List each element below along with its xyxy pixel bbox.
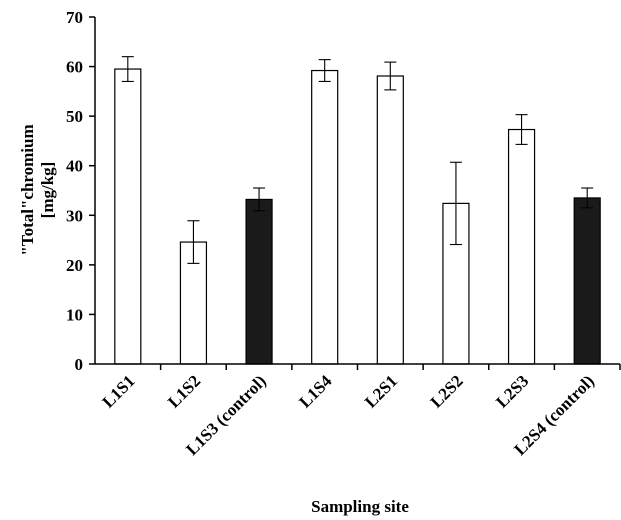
y-tick-label-0: 0 [75,355,84,374]
bar-L1S1 [114,68,142,365]
error-bar-L1S3 (control) [253,187,266,212]
y-tick-label-70: 70 [66,8,83,27]
y-axis-title-line2: [mg/kg] [38,162,57,219]
error-bar-L2S2 [449,161,462,246]
bars [114,56,601,365]
x-tick-label-L2S1: L2S1 [361,371,401,411]
bar-L2S3 [507,128,536,365]
bar-L2S4 (control) [573,197,601,365]
bar-L2S1 [376,75,404,365]
y-tick-label-50: 50 [66,107,83,126]
y-axis-ticks: 0 10 20 30 40 50 60 70 [66,8,95,374]
error-bar-L1S4 [318,59,331,82]
x-tick-label-L1S2: L1S2 [164,371,204,411]
error-bar-L2S3 [515,114,528,145]
y-tick-label-60: 60 [66,58,83,77]
error-bar-L2S4 (control) [581,187,594,209]
x-tick-label-L1S1: L1S1 [98,371,138,411]
x-tick-label-L1S4: L1S4 [295,371,336,412]
y-tick-label-30: 30 [66,206,83,225]
y-tick-label-40: 40 [66,157,83,176]
y-tick-label-10: 10 [66,305,83,324]
error-bar-L1S1 [121,56,134,82]
x-tick-label-L2S3: L2S3 [492,371,532,411]
y-tick-label-20: 20 [66,256,83,275]
x-axis-title: Sampling site [311,497,409,516]
y-axis-title-line1: "Total"chromium [18,124,37,255]
bar-L1S4 [311,69,339,365]
bar-L1S3 (control) [245,198,273,365]
error-bar-L2S1 [384,61,397,91]
error-bar-L1S2 [187,220,200,264]
x-tick-label-L2S2: L2S2 [427,371,467,411]
